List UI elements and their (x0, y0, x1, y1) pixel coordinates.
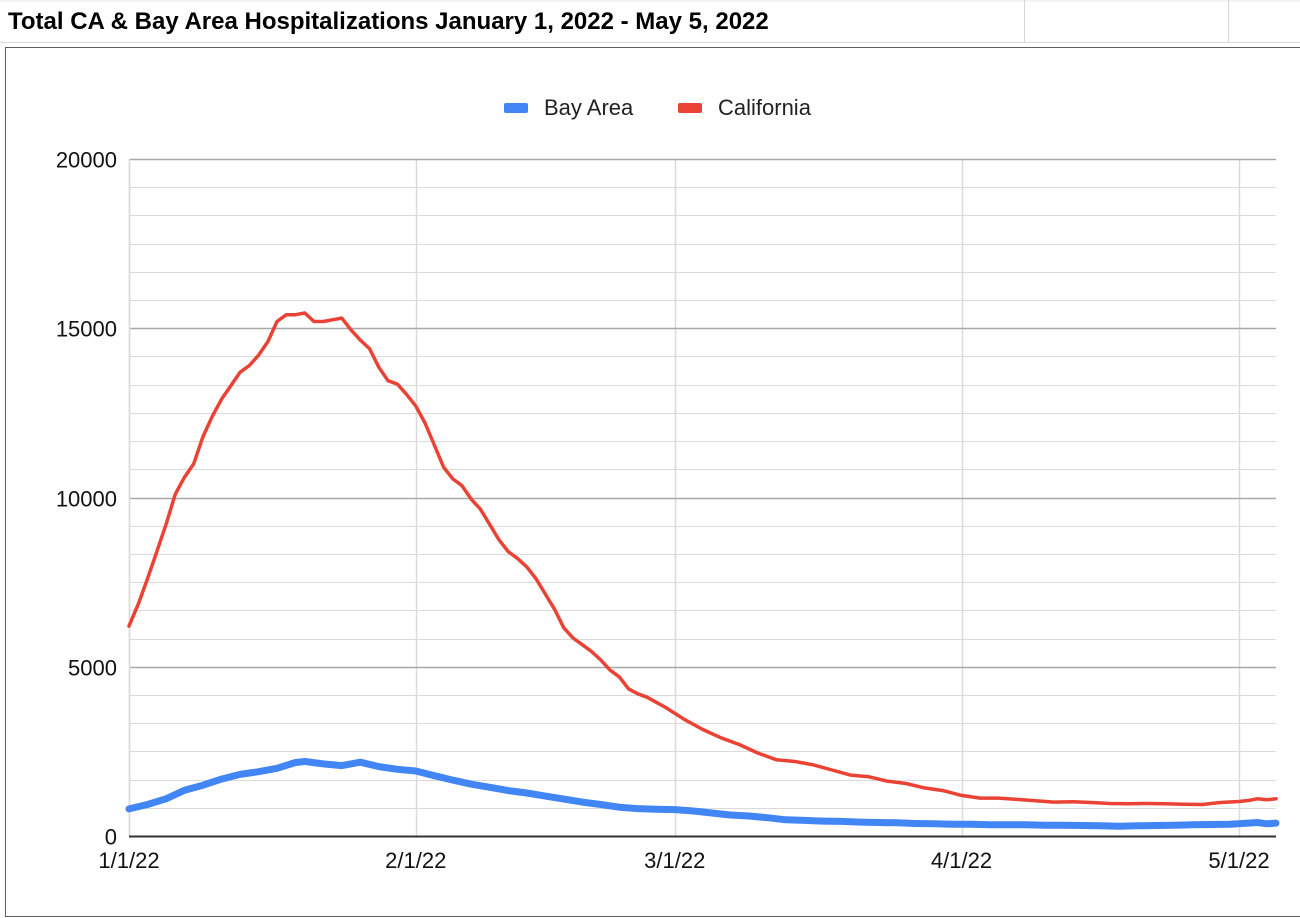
legend-label: Bay Area (544, 95, 634, 120)
chart-title: Total CA & Bay Area Hospitalizations Jan… (8, 8, 769, 35)
sheet-title-cell[interactable]: Total CA & Bay Area Hospitalizations Jan… (0, 0, 1300, 42)
x-tick-label: 5/1/22 (1208, 848, 1269, 873)
chart-frame[interactable]: 0 5000 10000 15000 20000 1/1/22 2/1/22 3/1/22 4/… (5, 47, 1300, 917)
y-tick-label: 0 (105, 825, 117, 850)
series-line-bay-area (125, 758, 1280, 830)
y-tick-label: 15000 (56, 317, 117, 342)
legend-swatch-bay-area (504, 103, 528, 113)
x-tick-label: 2/1/22 (385, 848, 446, 873)
y-tick-label: 20000 (56, 148, 117, 173)
series-line-california (127, 311, 1278, 807)
line-chart: 0 5000 10000 15000 20000 1/1/22 2/1/22 3/1/22 4/… (56, 95, 1280, 873)
y-tick-label: 10000 (56, 487, 117, 512)
y-tick-label: 5000 (68, 656, 117, 681)
legend-label: California (718, 95, 812, 120)
x-tick-label: 3/1/22 (644, 848, 705, 873)
legend-swatch-california (678, 103, 702, 113)
x-tick-label: 1/1/22 (98, 848, 159, 873)
x-tick-label: 4/1/22 (931, 848, 992, 873)
